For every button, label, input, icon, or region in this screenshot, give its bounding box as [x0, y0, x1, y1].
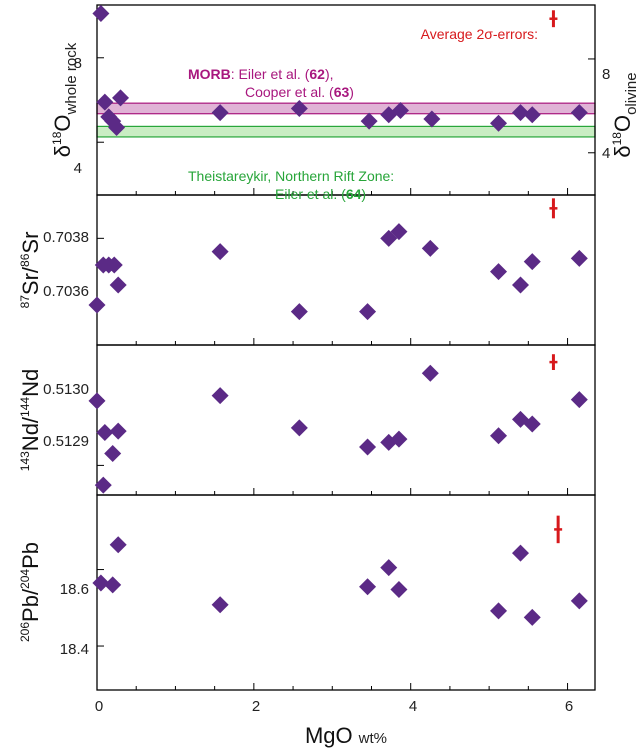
x-axis-label-main: MgO — [305, 723, 353, 748]
data-point-nd-7 — [359, 438, 377, 456]
data-point-oxygen-14 — [523, 106, 541, 124]
data-point-pb-0 — [92, 574, 110, 592]
data-point-nd-9 — [390, 430, 408, 448]
tick-label-o-left-8: 8 — [74, 55, 82, 72]
tick-label-pb-0: 18.4 — [60, 641, 89, 658]
data-point-nd-13 — [523, 415, 541, 433]
ticks-layer — [96, 57, 595, 690]
morb-line2-start: Cooper et al. ( — [245, 84, 334, 100]
panel-pb-frame — [96, 494, 596, 691]
y-label-oxygen-whole-rock: δ18Owhole rock — [50, 42, 80, 157]
data-point-oxygen-5 — [112, 89, 130, 107]
data-point-nd-10 — [421, 364, 439, 382]
tick-label-o-right-4: 4 — [602, 145, 610, 162]
data-point-nd-14 — [570, 391, 588, 409]
error-bars-layer — [549, 10, 563, 544]
theistareykir-annotation-line1: Theistareykir, Northern Rift Zone: — [188, 168, 394, 184]
data-point-sr-12 — [511, 276, 529, 294]
data-point-oxygen-4 — [108, 118, 126, 136]
theistareykir-band — [96, 125, 596, 138]
data-point-sr-9 — [390, 223, 408, 241]
data-point-nd-6 — [290, 419, 308, 437]
data-point-nd-2 — [96, 424, 114, 441]
morb-annotation-line1: MORB: Eiler et al. (62), — [188, 66, 334, 82]
data-point-pb-3 — [211, 596, 229, 614]
morb-ref2: 63 — [334, 84, 350, 100]
y-label-pb: 206Pb/204Pb — [18, 542, 43, 642]
tick-label-nd-0: 0.5129 — [43, 433, 89, 450]
data-point-sr-3 — [105, 256, 123, 274]
theist-line2-start: Eiler et al. ( — [275, 186, 346, 202]
tick-label-o-right-8: 8 — [602, 66, 610, 83]
points-layer — [88, 4, 588, 626]
theistareykir-annotation-line2: Eiler et al. (64) — [275, 186, 366, 202]
data-point-pb-2 — [109, 536, 127, 554]
tick-label-o-left-4: 4 — [74, 160, 82, 177]
data-point-sr-0 — [88, 296, 106, 314]
data-point-nd-5 — [211, 387, 229, 405]
data-point-pb-9 — [523, 608, 541, 626]
morb-bold: MORB — [188, 66, 231, 82]
y-label-sr: 87Sr/86Sr — [18, 232, 43, 309]
data-point-pb-1 — [104, 576, 122, 594]
tick-label-sr-1: 0.7038 — [43, 229, 89, 246]
x-tick-label-0: 0 — [95, 698, 103, 715]
data-point-sr-10 — [421, 239, 439, 257]
x-axis-label-unit: wt% — [358, 730, 387, 747]
data-point-sr-13 — [523, 253, 541, 271]
panel-sr-frame — [96, 194, 596, 346]
data-point-oxygen-7 — [290, 99, 308, 117]
y-label-oxygen-olivine: δ18Oolivine — [610, 72, 640, 157]
data-point-sr-11 — [490, 263, 508, 281]
error-bar-label: Average 2σ-errors: — [421, 26, 538, 42]
tick-label-pb-1: 18.6 — [60, 581, 89, 598]
morb-annotation-line2: Cooper et al. (63) — [245, 84, 354, 100]
data-point-oxygen-12 — [490, 114, 508, 132]
data-point-nd-0 — [88, 392, 106, 410]
tick-label-nd-1: 0.5130 — [43, 381, 89, 398]
data-point-pb-10 — [570, 592, 588, 610]
data-point-pb-7 — [490, 602, 508, 620]
data-point-oxygen-10 — [392, 102, 410, 120]
x-tick-label-6: 6 — [565, 698, 573, 715]
data-point-nd-11 — [490, 427, 508, 445]
data-point-pb-8 — [511, 544, 529, 562]
data-point-sr-14 — [570, 249, 588, 267]
data-point-oxygen-6 — [211, 104, 229, 122]
data-point-sr-5 — [211, 243, 229, 261]
data-point-pb-5 — [380, 559, 398, 577]
data-point-nd-4 — [109, 422, 127, 440]
theist-ref: 64 — [346, 186, 362, 202]
tick-label-sr-0: 0.7036 — [43, 283, 89, 300]
data-point-pb-4 — [359, 578, 377, 596]
x-tick-label-2: 2 — [252, 698, 260, 715]
x-tick-label-4: 4 — [409, 698, 417, 715]
morb-line2-end: ) — [349, 84, 354, 100]
morb-line1-rest: : Eiler et al. ( — [231, 66, 310, 82]
data-point-sr-4 — [109, 276, 127, 294]
x-axis-label: MgO wt% — [305, 723, 387, 748]
morb-ref1: 62 — [309, 66, 325, 82]
data-point-oxygen-11 — [423, 110, 441, 128]
data-point-oxygen-0 — [92, 4, 110, 22]
data-point-pb-6 — [390, 580, 408, 598]
data-point-nd-3 — [104, 445, 122, 463]
theist-line2-end: ) — [361, 186, 366, 202]
data-point-oxygen-15 — [570, 104, 588, 122]
data-point-oxygen-1 — [96, 93, 114, 111]
data-point-oxygen-13 — [511, 104, 529, 122]
y-label-nd: 143Nd/144Nd — [18, 369, 43, 471]
data-point-sr-6 — [290, 303, 308, 321]
data-point-sr-7 — [359, 303, 377, 321]
data-point-oxygen-8 — [360, 112, 378, 130]
data-point-nd-1 — [94, 476, 112, 494]
morb-line1-end: ), — [325, 66, 334, 82]
